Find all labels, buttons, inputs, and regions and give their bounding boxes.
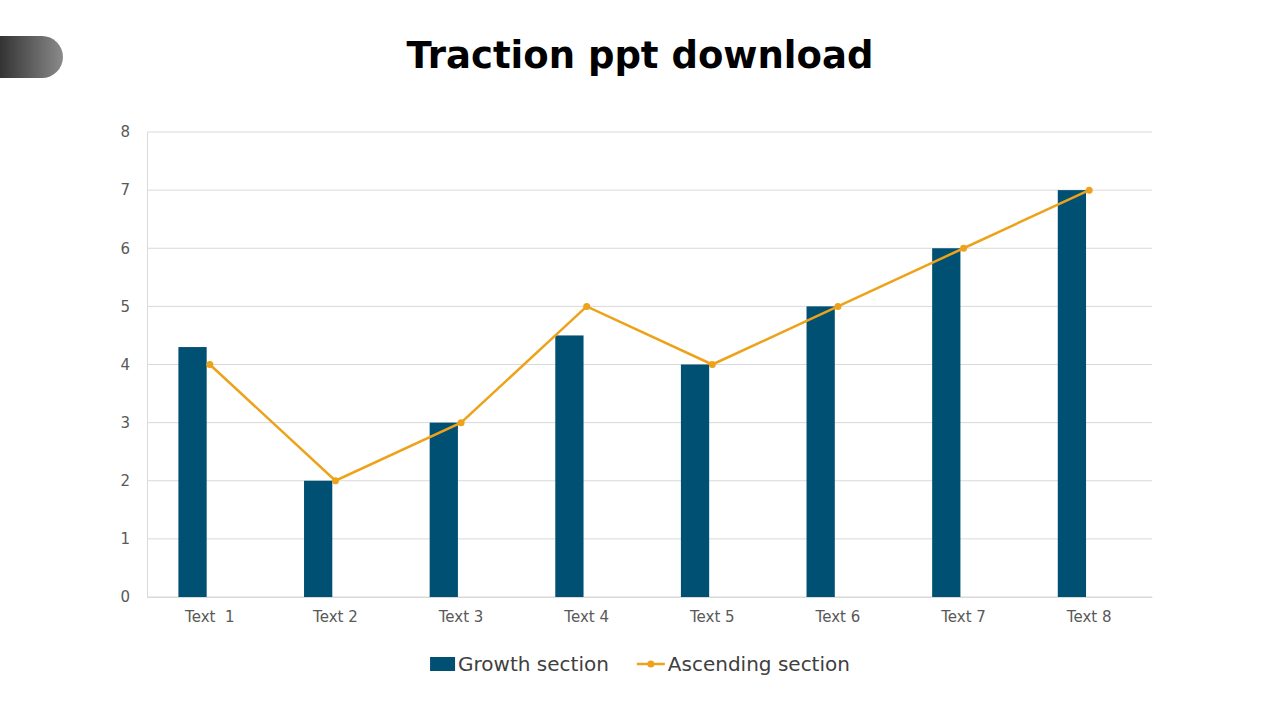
y-tick: 8 [120,123,147,141]
y-tick: 6 [120,240,147,258]
line-series [206,187,1092,485]
x-tick-label: Text 7 [940,608,986,626]
y-tick-label: 5 [120,298,130,316]
bar [304,481,332,597]
bar [1058,190,1086,597]
marker [458,419,465,426]
grid-line [147,422,1152,423]
y-tick-label: 3 [120,414,130,432]
x-tick-label: Text 1 [184,608,234,626]
bar [807,306,835,597]
y-axis: 0 1 2 3 4 5 6 7 8 [120,123,147,606]
grid-line [147,597,1152,598]
bar-series [178,190,1086,597]
y-tick: 7 [120,181,147,199]
y-tick-label: 2 [120,472,130,490]
legend-item: Ascending section [637,652,850,676]
marker [1086,187,1093,194]
legend-swatch [430,657,455,671]
x-axis: Text 1 Text 2 Text 3 Text 4 Text 5 Text 6 Text… [148,597,1153,626]
y-tick: 3 [120,414,147,432]
x-tick-label: Text 4 [563,608,609,626]
x-tick: Text 7 [940,597,986,626]
grid-line [147,190,1152,191]
marker [709,361,716,368]
chart-svg: Traction ppt download012345678Text 1Text… [0,0,1280,720]
marker [206,361,213,368]
decor-pill [0,36,63,78]
y-tick: 0 [120,588,147,606]
x-tick: Text 8 [1066,597,1112,626]
legend-marker [647,661,654,668]
legend-label: Ascending section [668,652,850,676]
legend-item: Growth section [430,652,609,676]
marker [960,245,967,252]
legend-label: Growth section [458,652,609,676]
bar [178,347,206,597]
legend: Growth section Ascending section [430,652,850,676]
grid-line [147,132,1152,133]
x-tick-label: Text 2 [312,608,358,626]
plot-marks [178,187,1092,597]
title: Traction ppt download [407,34,874,77]
bar [555,335,583,597]
grid [147,132,1152,597]
y-tick-label: 1 [120,530,130,548]
bar [932,248,960,597]
x-tick: Text 5 [689,597,735,626]
x-tick: Text 3 [438,597,484,626]
y-tick-label: 6 [120,240,130,258]
y-axis-line [147,133,148,598]
bar [681,365,709,598]
y-tick-label: 0 [120,588,130,606]
grid-line [147,248,1152,249]
marker [332,477,339,484]
y-tick: 2 [120,472,147,490]
y-tick-label: 4 [120,356,130,374]
x-axis-line [148,597,1153,598]
grid-line [147,364,1152,365]
marker [834,303,841,310]
x-tick: Text 2 [312,597,358,626]
x-tick-label: Text 3 [438,608,484,626]
bar [430,423,458,597]
x-tick: Text 4 [563,597,609,626]
y-tick: 1 [120,530,147,548]
y-tick: 5 [120,298,147,316]
x-tick: Text 1 [184,597,234,626]
grid-line [147,306,1152,307]
y-tick: 4 [120,356,147,374]
grid-line [147,538,1152,539]
line [210,190,1089,481]
x-tick-label: Text 5 [689,608,735,626]
x-tick-label: Text 6 [815,608,861,626]
y-tick-label: 7 [120,181,130,199]
grid-line [147,480,1152,481]
y-tick-label: 8 [120,123,130,141]
x-tick-label: Text 8 [1066,608,1112,626]
x-tick: Text 6 [815,597,861,626]
marker [583,303,590,310]
